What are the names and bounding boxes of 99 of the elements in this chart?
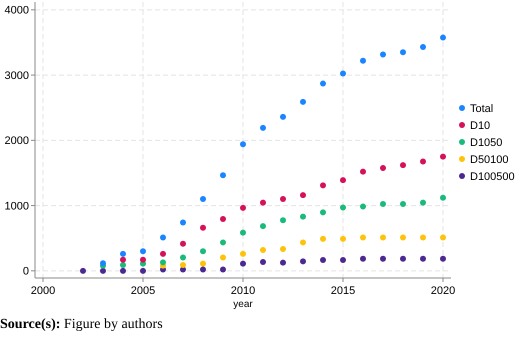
point [440,154,446,160]
point [260,124,266,131]
point [260,259,266,266]
point [360,168,366,175]
point [160,259,166,266]
point [320,257,326,264]
point [300,239,306,246]
source-note: Source(s): Figure by authors [0,317,163,332]
point [380,234,386,241]
point [340,177,346,184]
x-tick-label: 2020 [430,285,456,297]
point [100,268,106,274]
legend-label: Total [470,102,494,115]
point [360,234,366,241]
point [380,52,386,58]
point [280,260,286,266]
x-axis-title: year [233,299,254,310]
point [120,250,126,257]
x-tick-label: 2005 [130,285,156,297]
point [140,268,146,274]
point [180,240,186,247]
point [400,49,406,56]
point [380,165,386,172]
point [420,234,426,241]
point [260,246,266,253]
point [440,194,446,201]
point [320,80,326,87]
point [340,204,346,211]
point [300,214,306,220]
point [400,256,406,262]
x-tick-label: 2015 [330,285,356,297]
point [300,192,306,198]
point [280,217,286,224]
point [240,260,246,267]
point [180,254,186,260]
point [240,230,246,236]
point [240,204,246,211]
y-tick-label: 4000 [4,4,29,17]
x-tick-label: 2010 [230,285,256,297]
point [360,58,366,64]
point [400,162,406,168]
legend-label: D50100 [470,154,509,166]
point [140,248,146,254]
point [400,200,406,207]
point [420,256,426,262]
point [200,248,206,254]
point [160,234,166,241]
point [200,266,206,273]
point [320,209,326,216]
x-tick-label: 2000 [30,285,56,297]
point [260,223,266,230]
point [180,262,186,268]
point [300,258,306,264]
legend-label: D100500 [470,170,515,183]
point [240,141,246,148]
point [140,256,146,263]
point [380,256,386,262]
point [120,262,126,268]
point [220,216,226,222]
point [100,260,106,266]
point [160,250,166,257]
point [200,224,206,231]
point [320,236,326,242]
point [280,114,286,120]
point [340,70,346,76]
point [440,256,446,262]
point [440,234,446,241]
point [440,34,446,41]
point [220,254,226,260]
y-tick-label: 0 [22,266,29,278]
point [360,204,366,210]
legend-label: D10 [470,120,490,132]
point [320,182,326,188]
point [420,200,426,206]
point [220,239,226,246]
y-tick-label: 3000 [4,70,29,82]
legend-label: D1050 [470,136,502,149]
point [380,200,386,207]
point [340,236,346,242]
point [80,268,86,274]
point [240,250,246,257]
point [120,268,126,274]
point [220,172,226,178]
point [180,220,186,226]
y-tick-label: 1000 [4,200,29,212]
point [200,196,206,202]
point [280,246,286,252]
point [420,158,426,165]
point [280,196,286,202]
point [260,200,266,206]
point [220,266,226,273]
point [340,257,346,264]
y-tick-label: 2000 [4,135,29,148]
point [200,260,206,267]
point [400,234,406,241]
point [360,256,366,262]
point [420,44,426,50]
point [300,98,306,105]
point [120,256,126,263]
